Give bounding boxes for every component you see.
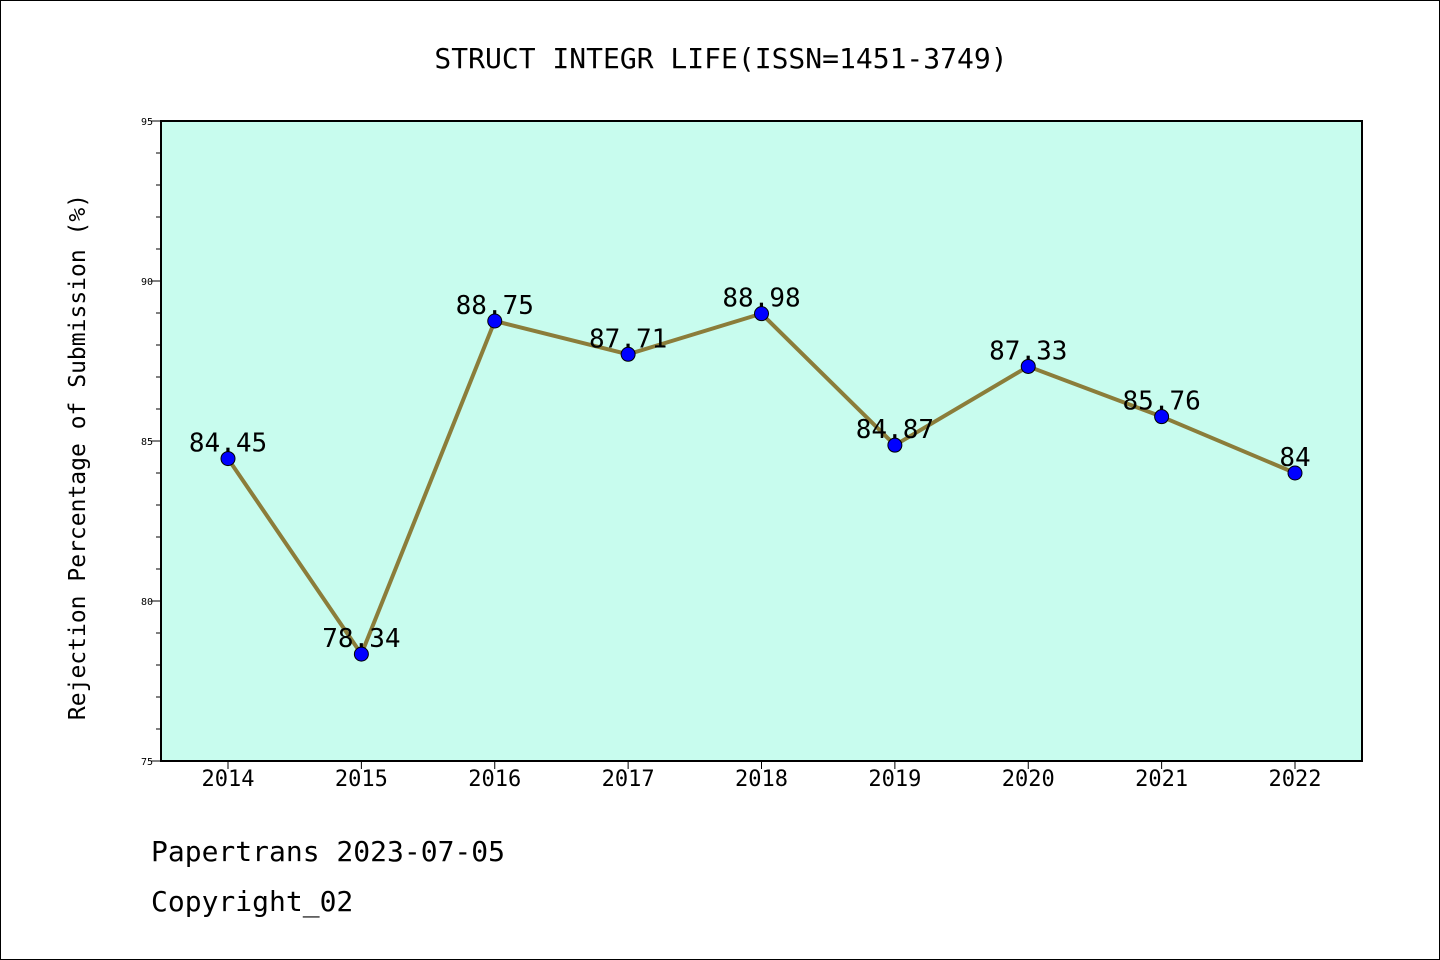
plot-area xyxy=(160,120,1363,762)
y-axis-ticks: 75 80 85 90 95 xyxy=(141,117,161,768)
data-point xyxy=(1287,465,1303,481)
data-point xyxy=(1020,358,1036,374)
data-point xyxy=(887,437,903,453)
footer-copyright: Copyright_02 xyxy=(151,885,354,918)
x-tick-label: 2014 xyxy=(202,767,255,792)
x-axis-ticks: 2014 2015 2016 2017 2018 2019 2020 2021 2022 xyxy=(202,761,1322,792)
y-axis-label: Rejection Percentage of Submission (%) xyxy=(65,194,91,720)
x-tick-label: 2018 xyxy=(735,767,788,792)
chart-title: STRUCT INTEGR LIFE(ISSN=1451-3749) xyxy=(434,42,1007,75)
y-tick-label: 80 xyxy=(141,597,153,608)
y-tick-label: 95 xyxy=(141,117,153,128)
x-tick-label: 2020 xyxy=(1002,767,1055,792)
data-label: 88.75 xyxy=(456,291,534,321)
data-label: 87.71 xyxy=(589,324,667,354)
data-point xyxy=(487,313,503,329)
x-tick-label: 2019 xyxy=(868,767,921,792)
data-label: 78.34 xyxy=(322,624,400,654)
data-point xyxy=(220,451,236,467)
footer-date: Papertrans 2023-07-05 xyxy=(151,835,506,868)
x-tick-label: 2022 xyxy=(1269,767,1322,792)
data-point xyxy=(754,306,769,322)
x-tick-label: 2017 xyxy=(602,767,655,792)
data-label: 84 xyxy=(1279,443,1310,473)
x-tick-label: 2016 xyxy=(468,767,521,792)
data-points xyxy=(220,306,1303,662)
x-tick-label: 2021 xyxy=(1135,767,1188,792)
data-label: 87.33 xyxy=(989,336,1067,366)
data-label: 84.87 xyxy=(856,415,934,445)
data-point xyxy=(353,646,369,662)
y-tick-label: 90 xyxy=(141,277,153,288)
data-label: 84.45 xyxy=(189,429,267,459)
y-tick-label: 75 xyxy=(141,757,153,768)
data-label: 85.76 xyxy=(1122,387,1200,417)
data-label: 88.98 xyxy=(722,284,800,314)
data-point xyxy=(620,346,636,362)
data-labels: 84.45 78.34 88.75 87.71 88.98 84.87 87.33 85.76… xyxy=(189,284,1311,654)
data-point xyxy=(1154,409,1170,425)
y-tick-label: 85 xyxy=(141,437,153,448)
x-tick-label: 2015 xyxy=(335,767,388,792)
